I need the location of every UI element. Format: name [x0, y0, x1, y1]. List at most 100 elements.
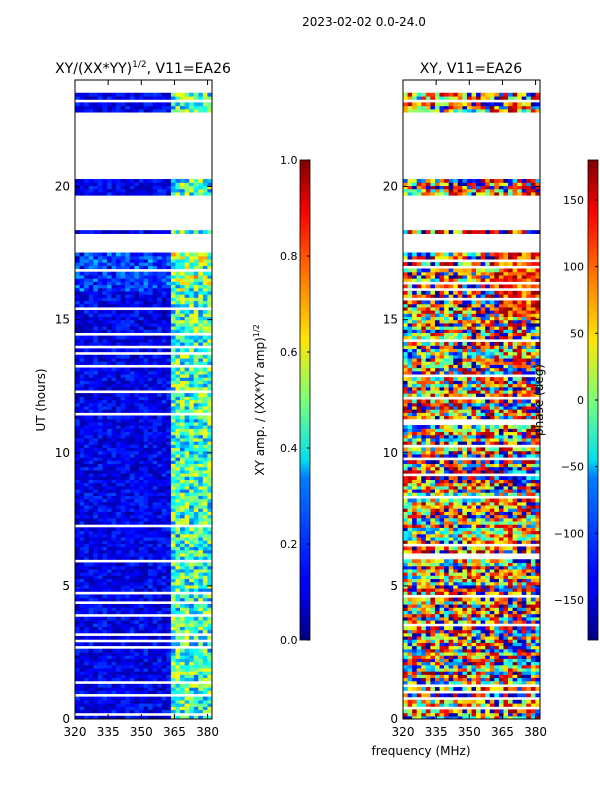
heatmap-cell [180, 603, 186, 608]
heatmap-cell [88, 271, 94, 276]
heatmap-cell [97, 709, 103, 714]
heatmap-cell [193, 603, 199, 608]
heatmap-cell [84, 514, 90, 519]
heatmap-cell [75, 102, 81, 107]
heatmap-cell [102, 265, 108, 270]
heatmap-cell [198, 278, 204, 282]
heatmap-cell [152, 313, 158, 318]
heatmap-cell [448, 709, 454, 714]
heatmap-cell [75, 648, 81, 653]
heatmap-cell [116, 552, 122, 557]
heatmap-cell [148, 450, 154, 455]
heatmap-cell [485, 667, 491, 672]
heatmap-cell [88, 319, 94, 324]
heatmap-cell [189, 504, 195, 509]
heatmap-cell [157, 667, 163, 672]
heatmap-cell [512, 661, 518, 666]
heatmap-cell [157, 335, 163, 340]
heatmap-cell [189, 536, 195, 541]
heatmap-cell [79, 549, 85, 554]
heatmap-cell [97, 658, 103, 663]
heatmap-cell [79, 274, 85, 279]
heatmap-cell [198, 92, 204, 97]
heatmap-cell [202, 322, 209, 327]
heatmap-cell [170, 278, 177, 282]
heatmap-cell [134, 495, 140, 500]
heatmap-cell [439, 632, 445, 637]
heatmap-cell [157, 671, 163, 675]
heatmap-cell [457, 658, 463, 663]
heatmap-cell [434, 677, 441, 682]
heatmap-cell [116, 313, 122, 318]
heatmap-cell [148, 294, 154, 298]
heatmap-cell [535, 709, 540, 714]
heatmap-cell [88, 648, 94, 653]
heatmap-cell [202, 393, 209, 397]
heatmap-cell [79, 572, 85, 576]
heatmap-cell [444, 661, 450, 666]
heatmap-cell [84, 108, 90, 113]
heatmap-cell [202, 310, 209, 314]
heatmap-cell [116, 278, 122, 282]
heatmap-cell [111, 508, 117, 512]
heatmap-cell [471, 712, 477, 717]
heatmap-cell [106, 380, 113, 385]
heatmap-cell [157, 284, 163, 289]
heatmap-cell [88, 383, 94, 388]
heatmap-cell [97, 102, 103, 107]
heatmap-cell [157, 504, 163, 509]
heatmap-cell [143, 715, 149, 719]
heatmap-cell [79, 457, 85, 461]
heatmap-cell [466, 645, 473, 650]
heatmap-cell [416, 655, 422, 659]
heatmap-cell [88, 402, 94, 407]
heatmap-cell [111, 409, 117, 413]
heatmap-cell [170, 549, 177, 554]
heatmap-cell [530, 699, 537, 704]
heatmap-cell [129, 230, 135, 234]
heatmap-cell [434, 635, 441, 640]
y-tick-label: 0 [62, 712, 70, 726]
heatmap-cell [129, 460, 135, 464]
heatmap-cell [138, 543, 145, 548]
heatmap-cell [175, 457, 181, 461]
heatmap-cell [184, 677, 190, 682]
heatmap-cell [466, 648, 473, 653]
heatmap-cell [102, 511, 108, 516]
heatmap-cell [202, 361, 209, 365]
heatmap-cell [106, 706, 113, 711]
heatmap-cell [111, 457, 117, 461]
heatmap-cell [148, 565, 154, 570]
heatmap-cell [175, 258, 181, 263]
heatmap-cell [466, 693, 473, 698]
heatmap-cell [97, 300, 103, 305]
heatmap-cell [207, 495, 212, 500]
heatmap-cell [88, 677, 94, 682]
heatmap-cell [403, 671, 409, 675]
heatmap-cell [93, 530, 99, 535]
heatmap-cell [161, 188, 167, 193]
heatmap-cell [207, 338, 212, 343]
heatmap-cell [207, 287, 212, 292]
heatmap-cell [75, 262, 81, 266]
heatmap-cell [530, 709, 537, 714]
heatmap-cell [202, 373, 209, 378]
heatmap-cell [517, 693, 523, 698]
heatmap-cell [116, 703, 122, 707]
heatmap-cell [161, 105, 167, 110]
heatmap-cell [189, 230, 195, 234]
colorbar-tick-label: 1.0 [280, 154, 298, 167]
heatmap-cell [412, 626, 418, 631]
heatmap-cell [93, 556, 99, 560]
heatmap-cell [530, 674, 537, 679]
heatmap-cell [148, 341, 154, 346]
heatmap-cell [184, 354, 190, 359]
heatmap-cell [88, 715, 94, 719]
heatmap-cell [79, 310, 85, 314]
heatmap-cell [170, 664, 177, 669]
heatmap-cell [161, 584, 167, 589]
heatmap-cell [193, 527, 199, 532]
heatmap-cell [93, 255, 99, 260]
heatmap-cell [116, 287, 122, 292]
heatmap-cell [157, 457, 163, 461]
